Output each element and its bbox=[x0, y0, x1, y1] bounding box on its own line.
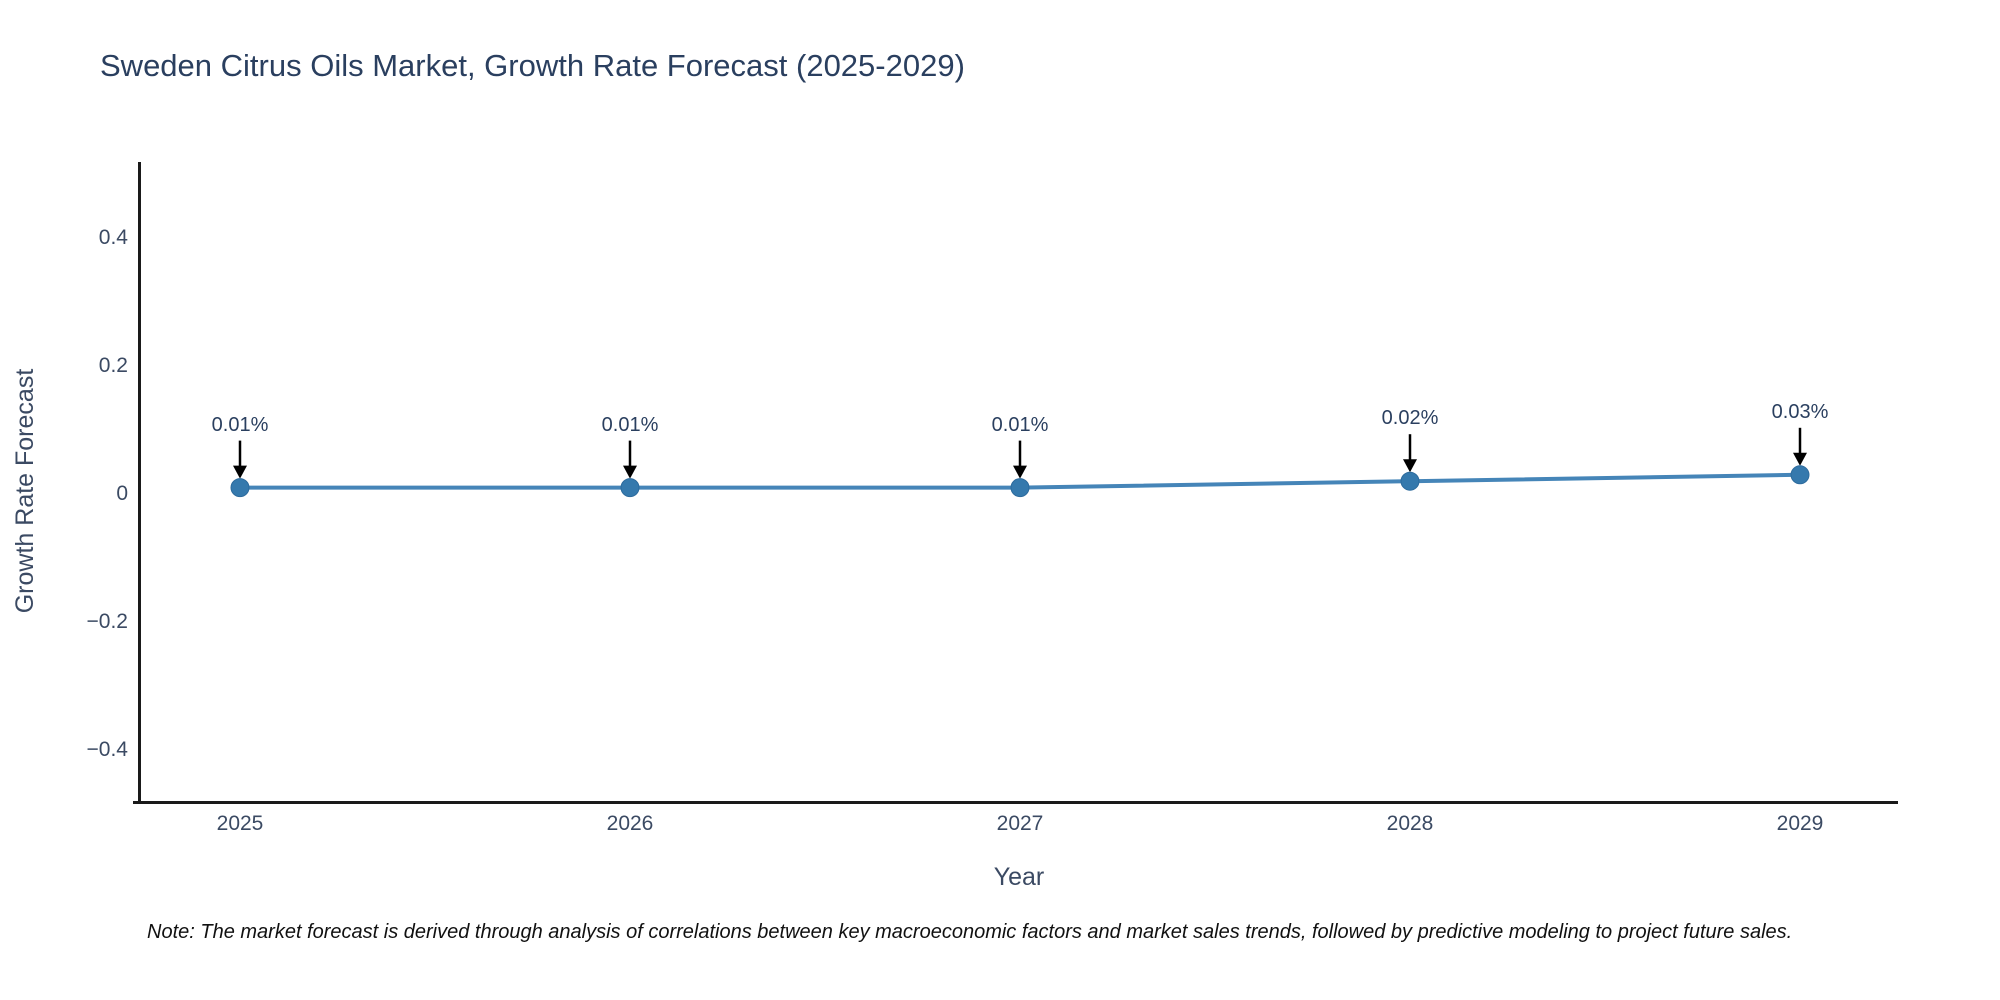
data-point-marker[interactable] bbox=[1010, 478, 1030, 498]
x-tick-label: 2025 bbox=[216, 812, 264, 835]
annotation-arrowhead-icon bbox=[233, 465, 247, 479]
data-point-marker[interactable] bbox=[1790, 465, 1810, 485]
data-point-annotation: 0.01% bbox=[211, 413, 269, 436]
data-point-marker[interactable] bbox=[620, 478, 640, 498]
x-axis-title: Year bbox=[993, 863, 1045, 891]
y-tick-label: 0.2 bbox=[98, 354, 128, 377]
data-point-annotation: 0.01% bbox=[601, 413, 659, 436]
y-axis-line bbox=[138, 162, 141, 804]
data-point-annotation: 0.02% bbox=[1381, 407, 1439, 430]
y-tick-label: 0 bbox=[116, 482, 128, 505]
chart-title: Sweden Citrus Oils Market, Growth Rate F… bbox=[100, 48, 965, 83]
data-point-marker[interactable] bbox=[230, 478, 250, 498]
annotation-arrowhead-icon bbox=[1013, 465, 1027, 479]
data-point-annotation: 0.03% bbox=[1771, 400, 1829, 423]
x-tick-label: 2026 bbox=[606, 812, 654, 835]
y-axis-title: Growth Rate Forecast bbox=[11, 368, 39, 614]
x-tick-label: 2028 bbox=[1386, 812, 1434, 835]
annotation-arrowhead-icon bbox=[623, 465, 637, 479]
annotation-arrowhead-icon bbox=[1793, 452, 1807, 466]
y-tick-label: 0.4 bbox=[98, 226, 128, 249]
footnote: Note: The market forecast is derived thr… bbox=[147, 921, 1793, 943]
annotation-arrowhead-icon bbox=[1403, 459, 1417, 473]
data-point-marker[interactable] bbox=[1400, 471, 1420, 491]
x-axis-line bbox=[133, 801, 1898, 804]
y-tick-label: −0.2 bbox=[86, 610, 128, 633]
data-point-annotation: 0.01% bbox=[991, 413, 1049, 436]
x-tick-label: 2029 bbox=[1776, 812, 1824, 835]
x-tick-label: 2027 bbox=[996, 812, 1044, 835]
y-tick-label: −0.4 bbox=[86, 738, 128, 761]
